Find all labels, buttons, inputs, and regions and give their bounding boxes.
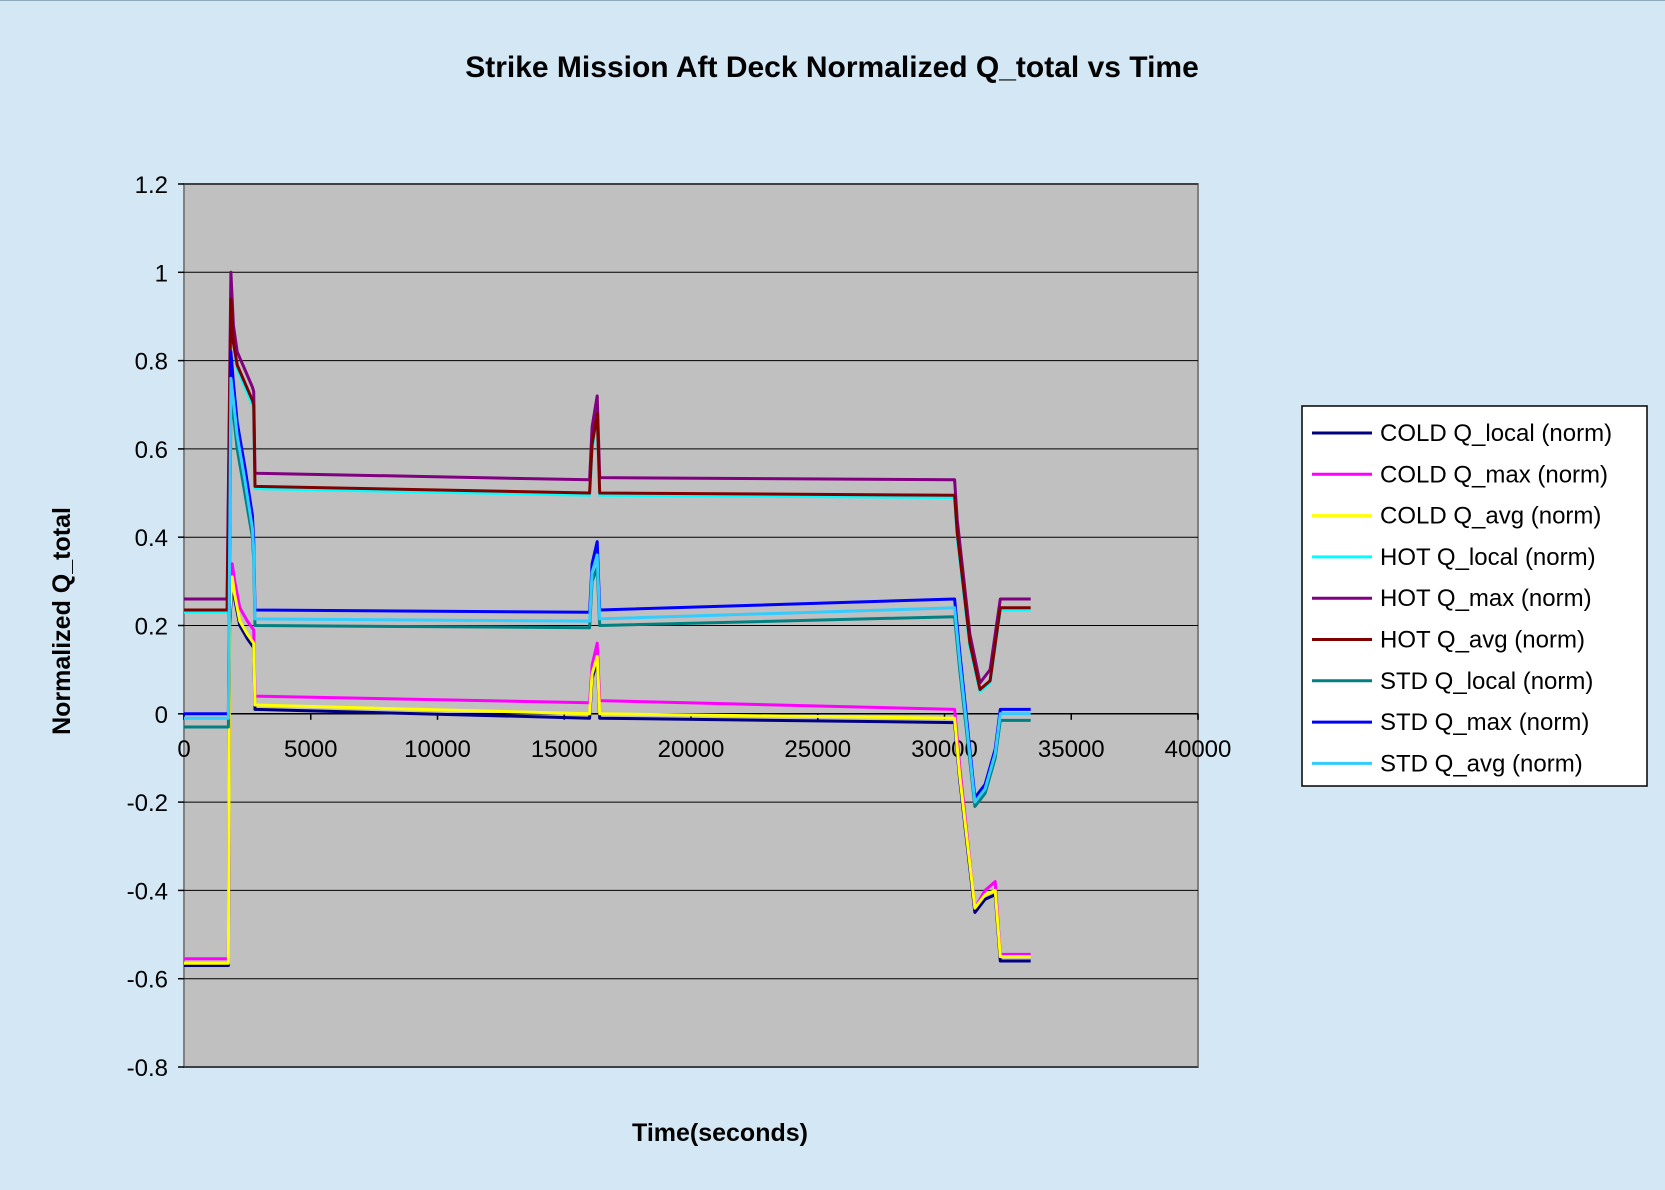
legend-entry: COLD Q_avg (norm): [1380, 503, 1601, 530]
y-tick-label: 0.8: [135, 349, 168, 376]
x-tick-label: 20000: [658, 736, 725, 763]
series-lines: [184, 270, 1031, 967]
y-tick-label: 1: [155, 260, 168, 287]
legend-entry: STD Q_max (norm): [1380, 709, 1589, 736]
legend-entry: HOT Q_avg (norm): [1380, 627, 1585, 654]
x-tick-labels: 0 5000 10000 15000 20000 25000 30000 35000 40000: [177, 736, 1231, 763]
series-line-8: [184, 376, 1031, 804]
x-tick-label: 15000: [531, 736, 598, 763]
y-tick-label: 0.2: [135, 614, 168, 641]
series-line-5: [184, 297, 1031, 691]
legend-entry: STD Q_avg (norm): [1380, 750, 1583, 777]
y-tick-label: 1.2: [135, 172, 168, 199]
legend: COLD Q_local (norm) COLD Q_max (norm) COLD…: [1312, 420, 1612, 777]
y-tick-label: -0.2: [127, 790, 168, 817]
legend-entry: HOT Q_max (norm): [1380, 585, 1592, 612]
x-tick-label: 40000: [1165, 736, 1232, 763]
y-tick-label: 0.4: [135, 525, 168, 552]
x-tick-label: 5000: [284, 736, 337, 763]
x-tick-label: 10000: [404, 736, 471, 763]
y-tick-labels: 1.2 1 0.8 0.6 0.4 0.2 0 -0.2 -0.4 -0.6 -0.8: [127, 172, 168, 1082]
gridlines: [178, 183, 1199, 1068]
legend-entry: HOT Q_local (norm): [1380, 544, 1596, 571]
x-tick-label: 0: [177, 736, 190, 763]
series-line-2: [184, 575, 1031, 965]
x-axis-title: Time(seconds): [632, 1119, 808, 1147]
legend-entry: STD Q_local (norm): [1380, 668, 1593, 695]
y-tick-label: 0: [155, 702, 168, 729]
y-tick-label: 0.6: [135, 437, 168, 464]
y-tick-label: -0.6: [127, 967, 168, 994]
chart-title: Strike Mission Aft Deck Normalized Q_tot…: [465, 51, 1199, 84]
y-axis-title: Normalized Q_total: [48, 507, 76, 735]
x-tick-label: 25000: [784, 736, 851, 763]
legend-entry: COLD Q_local (norm): [1380, 420, 1612, 447]
legend-entry: COLD Q_max (norm): [1380, 461, 1608, 488]
x-tick-label: 35000: [1038, 736, 1105, 763]
y-tick-label: -0.8: [127, 1055, 168, 1082]
y-tick-label: -0.4: [127, 878, 168, 905]
